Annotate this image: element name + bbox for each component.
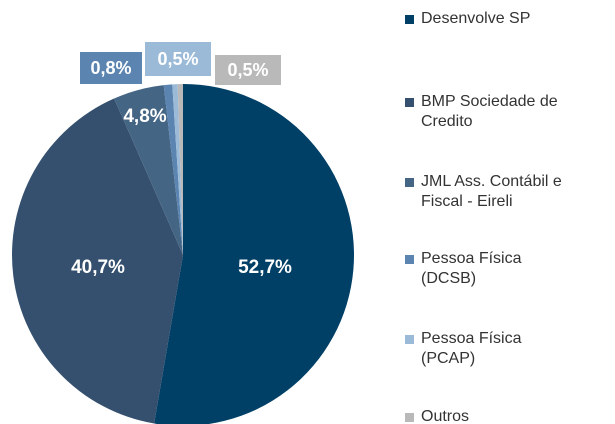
- legend-label: JML Ass. Contábil e Fiscal - Eireli: [421, 173, 562, 210]
- data-label: 40,7%: [71, 257, 125, 278]
- data-label: 0,8%: [90, 58, 131, 78]
- legend-swatch: [405, 15, 414, 24]
- legend-label: Desenvolve SP: [421, 10, 531, 27]
- legend-swatch: [405, 255, 414, 264]
- label-box: [80, 52, 142, 84]
- legend-label: BMP Sociedade de Credito: [421, 93, 558, 130]
- data-label: 52,7%: [238, 257, 292, 278]
- legend-swatch: [405, 98, 414, 107]
- legend-label: Pessoa Física (PCAP): [421, 330, 522, 367]
- legend-swatch: [405, 413, 414, 422]
- legend-label: Outros: [421, 408, 470, 424]
- label-box: [145, 42, 211, 76]
- pie-slice: [154, 84, 354, 424]
- pie-slice: [163, 84, 183, 255]
- legend-swatch: [405, 335, 414, 344]
- data-label: 0,5%: [227, 60, 268, 80]
- pie-slice: [177, 84, 183, 255]
- pie-slice: [114, 85, 183, 255]
- pie-slice: [172, 84, 183, 255]
- pie-slice: [11, 98, 184, 424]
- legend-label: Pessoa Física (DCSB): [421, 250, 522, 287]
- label-box: [215, 55, 281, 85]
- legend-swatch: [405, 178, 414, 187]
- data-label: 4,8%: [123, 106, 166, 127]
- data-label: 0,5%: [157, 49, 198, 69]
